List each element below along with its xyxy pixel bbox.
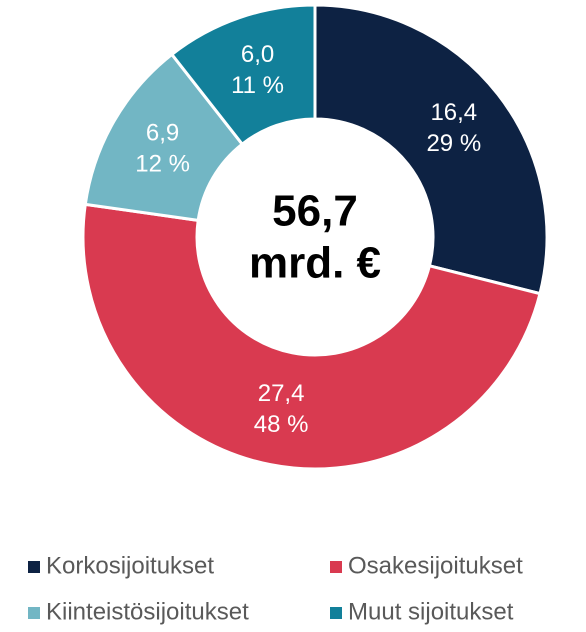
donut-segment — [169, 3, 317, 147]
legend-swatch — [330, 607, 342, 619]
value-label: 27,4 — [258, 380, 305, 407]
legend-swatch — [330, 561, 342, 573]
donut-segment — [81, 202, 542, 471]
legend-text: Muut sijoitukset — [348, 598, 514, 625]
percent-label: 48 % — [254, 411, 309, 438]
donut-segment — [313, 3, 549, 296]
value-label: 16,4 — [430, 99, 477, 126]
percent-label: 29 % — [426, 130, 481, 157]
legend-text: Korkosijoitukset — [46, 552, 214, 579]
legend-swatch — [28, 607, 40, 619]
percent-label: 11 % — [231, 72, 284, 99]
percent-label: 12 % — [135, 150, 190, 177]
legend-text: Osakesijoitukset — [348, 552, 523, 579]
value-label: 6,0 — [241, 41, 274, 68]
legend-text: Kiinteistösijoitukset — [46, 598, 249, 625]
value-label: 6,9 — [146, 119, 179, 146]
center-value: 56,7 — [272, 187, 358, 236]
center-unit: mrd. € — [249, 239, 381, 288]
legend-swatch — [28, 561, 40, 573]
